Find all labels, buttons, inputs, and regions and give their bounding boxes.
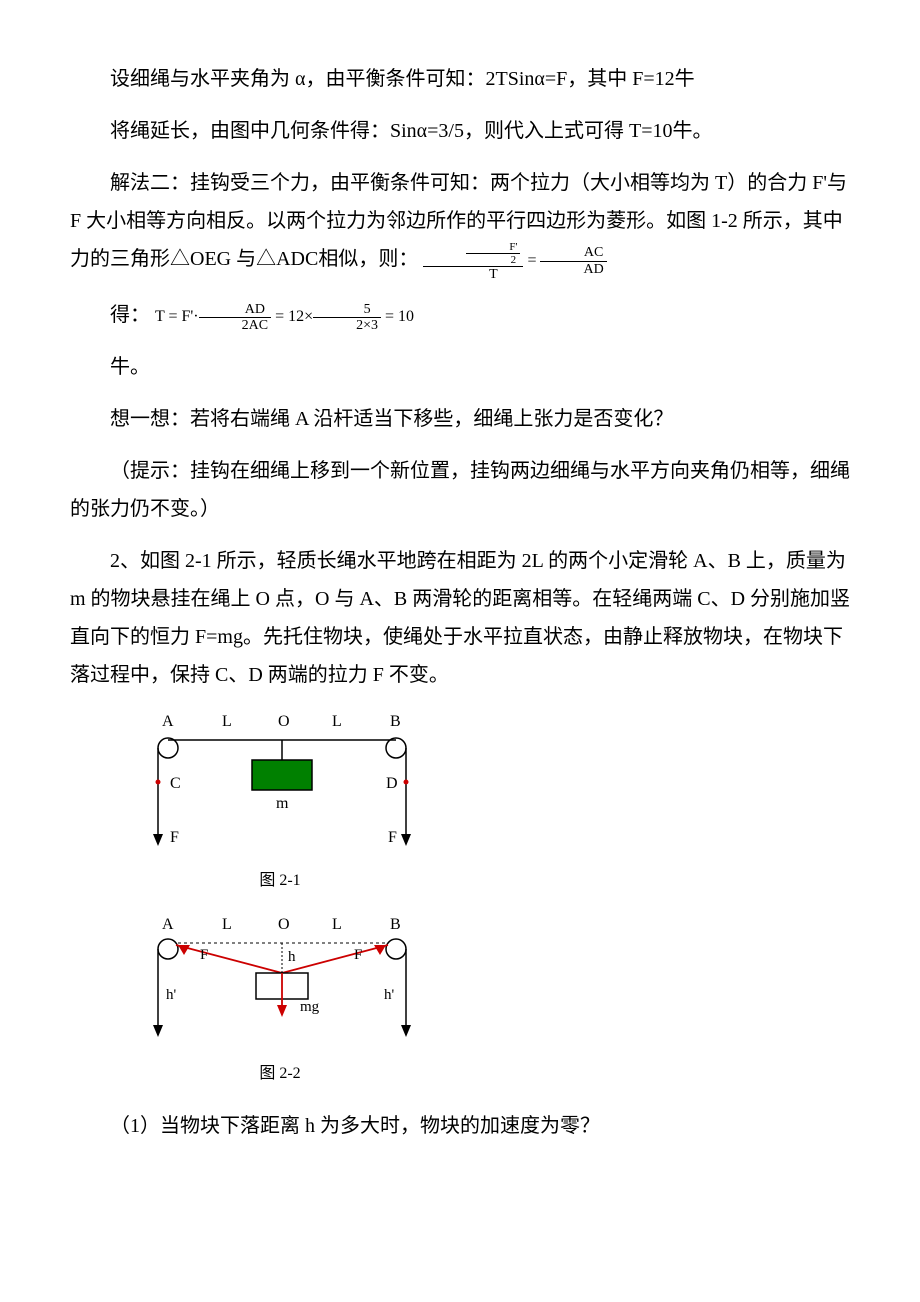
label-Fl: F [170, 829, 179, 846]
label-L1b: L [222, 916, 232, 933]
label-F-topleft: F [200, 947, 208, 963]
paragraph-1: 设细绳与水平夹角为 α，由平衡条件可知：2TSinα=F，其中 F=12牛 [70, 60, 850, 98]
label-mg: mg [300, 999, 320, 1015]
label-Fr: F [388, 829, 397, 846]
paragraph-5: 牛。 [70, 348, 850, 386]
paragraph-9: （1）当物块下落距离 h 为多大时，物块的加速度为零？ [70, 1107, 850, 1145]
rope-slant-left [176, 945, 282, 973]
label-O2: O [278, 916, 290, 933]
arrow-Fr2-head [401, 1025, 411, 1037]
label-L2b: L [332, 916, 342, 933]
pulley-A [158, 738, 178, 758]
label-B2: B [390, 916, 401, 933]
equation-1: F' 2 T = AC AD [423, 252, 606, 269]
pulley-A2 [158, 939, 178, 959]
dot-D [404, 780, 409, 785]
pulley-B2 [386, 939, 406, 959]
label-A: A [162, 713, 174, 730]
paragraph-4: 得： T = F'· AD 2AC = 12× 5 2×3 = 10 [70, 296, 850, 334]
mg-arrow-head [277, 1005, 287, 1017]
label-L2: L [332, 713, 342, 730]
figure-2-2: A L O L B F F h mg h' h' 图 2-2 [140, 915, 850, 1089]
arrow-Fr-head [401, 834, 411, 846]
label-B: B [390, 713, 401, 730]
rope-slant-right [282, 945, 388, 973]
dot-C [156, 780, 161, 785]
arrow-Fl2-head [153, 1025, 163, 1037]
figure-2-2-caption: 图 2-2 [140, 1059, 420, 1089]
label-hl: h' [166, 987, 177, 1003]
label-C: C [170, 775, 181, 792]
paragraph-3: 解法二：挂钩受三个力，由平衡条件可知：两个拉力（大小相等均为 T）的合力 F'与… [70, 164, 850, 282]
label-hr: h' [384, 987, 395, 1003]
paragraph-4-lead: 得： [110, 304, 150, 326]
equation-2: T = F'· AD 2AC = 12× 5 2×3 = 10 [155, 308, 414, 325]
label-h: h [288, 949, 296, 965]
paragraph-8: 2、如图 2-1 所示，轻质长绳水平地跨在相距为 2L 的两个小定滑轮 A、B … [70, 542, 850, 694]
arrow-F-topright [374, 945, 386, 955]
paragraph-7: （提示：挂钩在细绳上移到一个新位置，挂钩两边细绳与水平方向夹角仍相等，细绳的张力… [70, 452, 850, 528]
label-F-topright: F [354, 947, 362, 963]
label-O: O [278, 713, 290, 730]
label-m: m [276, 795, 289, 812]
paragraph-6: 想一想：若将右端绳 A 沿杆适当下移些，细绳上张力是否变化？ [70, 400, 850, 438]
paragraph-2: 将绳延长，由图中几何条件得：Sinα=3/5，则代入上式可得 T=10牛。 [70, 112, 850, 150]
label-A2: A [162, 916, 174, 933]
figure-2-1: A L O L B C D F F m 图 2-1 [140, 712, 850, 896]
label-D: D [386, 775, 398, 792]
pulley-B [386, 738, 406, 758]
arrow-F-topleft [178, 945, 190, 955]
block-m [252, 760, 312, 790]
arrow-Fl-head [153, 834, 163, 846]
figure-2-1-caption: 图 2-1 [140, 866, 420, 896]
label-L1: L [222, 713, 232, 730]
